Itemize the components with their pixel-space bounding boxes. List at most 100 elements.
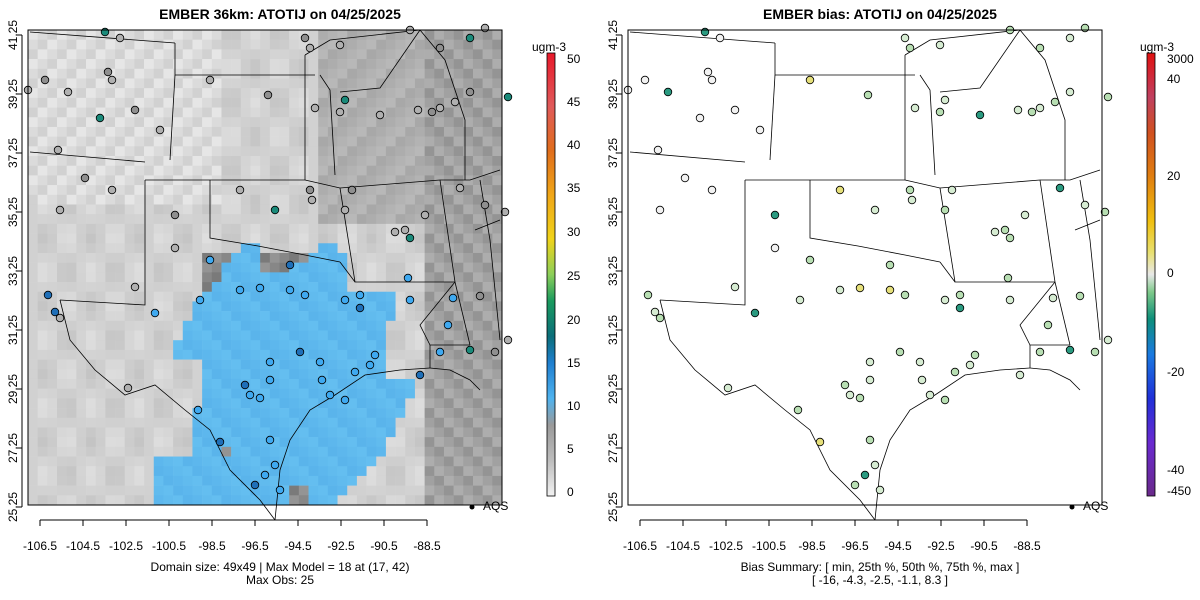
model-grid-cell xyxy=(144,214,155,225)
model-grid-cell xyxy=(202,223,213,234)
model-grid-cell xyxy=(173,359,184,370)
model-grid-cell xyxy=(327,398,338,409)
model-grid-cell xyxy=(153,165,164,176)
model-grid-cell xyxy=(318,214,329,225)
model-grid-cell xyxy=(424,456,435,467)
model-grid-cell xyxy=(173,39,184,50)
model-grid-cell xyxy=(356,146,367,157)
model-grid-cell xyxy=(482,78,493,89)
aqs-site-marker xyxy=(240,380,250,390)
aqs-site-marker xyxy=(265,435,275,445)
model-grid-cell xyxy=(356,117,367,128)
model-grid-cell xyxy=(144,262,155,273)
model-grid-cell xyxy=(124,330,135,341)
model-grid-cell xyxy=(173,146,184,157)
model-grid-cell xyxy=(240,398,251,409)
model-grid-cell xyxy=(221,39,232,50)
aqs-site-marker xyxy=(317,375,327,385)
model-grid-cell xyxy=(298,156,309,167)
model-grid-cell xyxy=(269,446,280,457)
model-grid-cell xyxy=(327,466,338,477)
aqs-site-marker xyxy=(465,345,475,355)
model-grid-cell xyxy=(47,475,58,486)
model-grid-cell xyxy=(221,456,232,467)
model-grid-cell xyxy=(250,446,261,457)
model-grid-cell xyxy=(414,495,425,506)
model-grid-cell xyxy=(134,466,145,477)
model-grid-cell xyxy=(105,117,116,128)
model-grid-cell xyxy=(405,359,416,370)
colorbar-ramp xyxy=(546,52,556,497)
model-grid-cell xyxy=(37,485,48,496)
model-grid-cell xyxy=(231,272,242,283)
model-grid-cell xyxy=(182,39,193,50)
model-grid-cell xyxy=(298,175,309,186)
aqs-site-marker xyxy=(1050,97,1060,107)
model-grid-cell xyxy=(86,408,97,419)
model-grid-cell xyxy=(347,301,358,312)
model-grid-cell xyxy=(298,398,309,409)
model-grid-cell xyxy=(337,359,348,370)
model-grid-cell xyxy=(308,340,319,351)
model-grid-cell xyxy=(472,378,483,389)
model-grid-cell xyxy=(76,204,87,215)
model-grid-cell xyxy=(318,340,329,351)
model-grid-cell xyxy=(211,427,222,438)
model-grid-cell xyxy=(279,243,290,254)
model-grid-cell xyxy=(395,311,406,322)
aqs-site-marker xyxy=(435,103,445,113)
aqs-site-marker xyxy=(55,205,65,215)
model-grid-cell xyxy=(182,291,193,302)
model-grid-cell xyxy=(202,204,213,215)
model-grid-cell xyxy=(327,311,338,322)
model-grid-cell xyxy=(76,388,87,399)
model-grid-cell xyxy=(347,437,358,448)
model-grid-cell xyxy=(66,59,77,70)
model-grid-cell xyxy=(115,49,126,60)
model-grid-cell xyxy=(57,252,67,263)
model-grid-cell xyxy=(231,340,242,351)
model-grid-cell xyxy=(182,204,193,215)
model-grid-cell xyxy=(405,311,416,322)
model-grid-cell xyxy=(231,427,242,438)
model-grid-cell xyxy=(231,233,242,244)
model-grid-cell xyxy=(443,165,454,176)
model-grid-cell xyxy=(298,117,309,128)
model-grid-cell xyxy=(240,243,251,254)
model-grid-cell xyxy=(289,485,300,496)
model-grid-cell xyxy=(124,88,135,99)
model-grid-cell xyxy=(347,97,358,108)
model-grid-cell xyxy=(337,417,348,428)
model-grid-cell xyxy=(153,369,164,380)
model-grid-cell xyxy=(327,156,338,167)
model-grid-cell xyxy=(260,126,271,137)
model-grid-cell xyxy=(57,233,67,244)
aqs-site-marker xyxy=(730,105,740,115)
model-grid-cell xyxy=(279,291,290,302)
model-grid-cell xyxy=(443,359,454,370)
model-grid-cell xyxy=(405,485,416,496)
model-grid-cell xyxy=(347,146,358,157)
model-grid-cell xyxy=(28,49,38,60)
model-grid-cell xyxy=(163,175,174,186)
aqs-site-marker xyxy=(295,347,305,357)
model-grid-cell xyxy=(28,30,38,40)
model-grid-cell xyxy=(124,252,135,263)
model-grid-cell xyxy=(492,30,503,40)
model-grid-cell xyxy=(105,437,116,448)
model-grid-cell xyxy=(395,330,406,341)
model-grid-cell xyxy=(298,340,309,351)
model-grid-cell xyxy=(105,417,116,428)
model-grid-cell xyxy=(298,349,309,360)
model-grid-cell xyxy=(105,223,116,234)
model-grid-cell xyxy=(163,233,174,244)
model-grid-cell xyxy=(95,252,106,263)
model-grid-cell xyxy=(492,466,503,477)
model-grid-cell xyxy=(211,349,222,360)
model-grid-cell xyxy=(347,349,358,360)
model-grid-cell xyxy=(453,146,464,157)
model-grid-cell xyxy=(463,262,474,273)
model-grid-cell xyxy=(318,136,329,147)
model-grid-cell xyxy=(269,475,280,486)
model-grid-cell xyxy=(318,49,329,60)
